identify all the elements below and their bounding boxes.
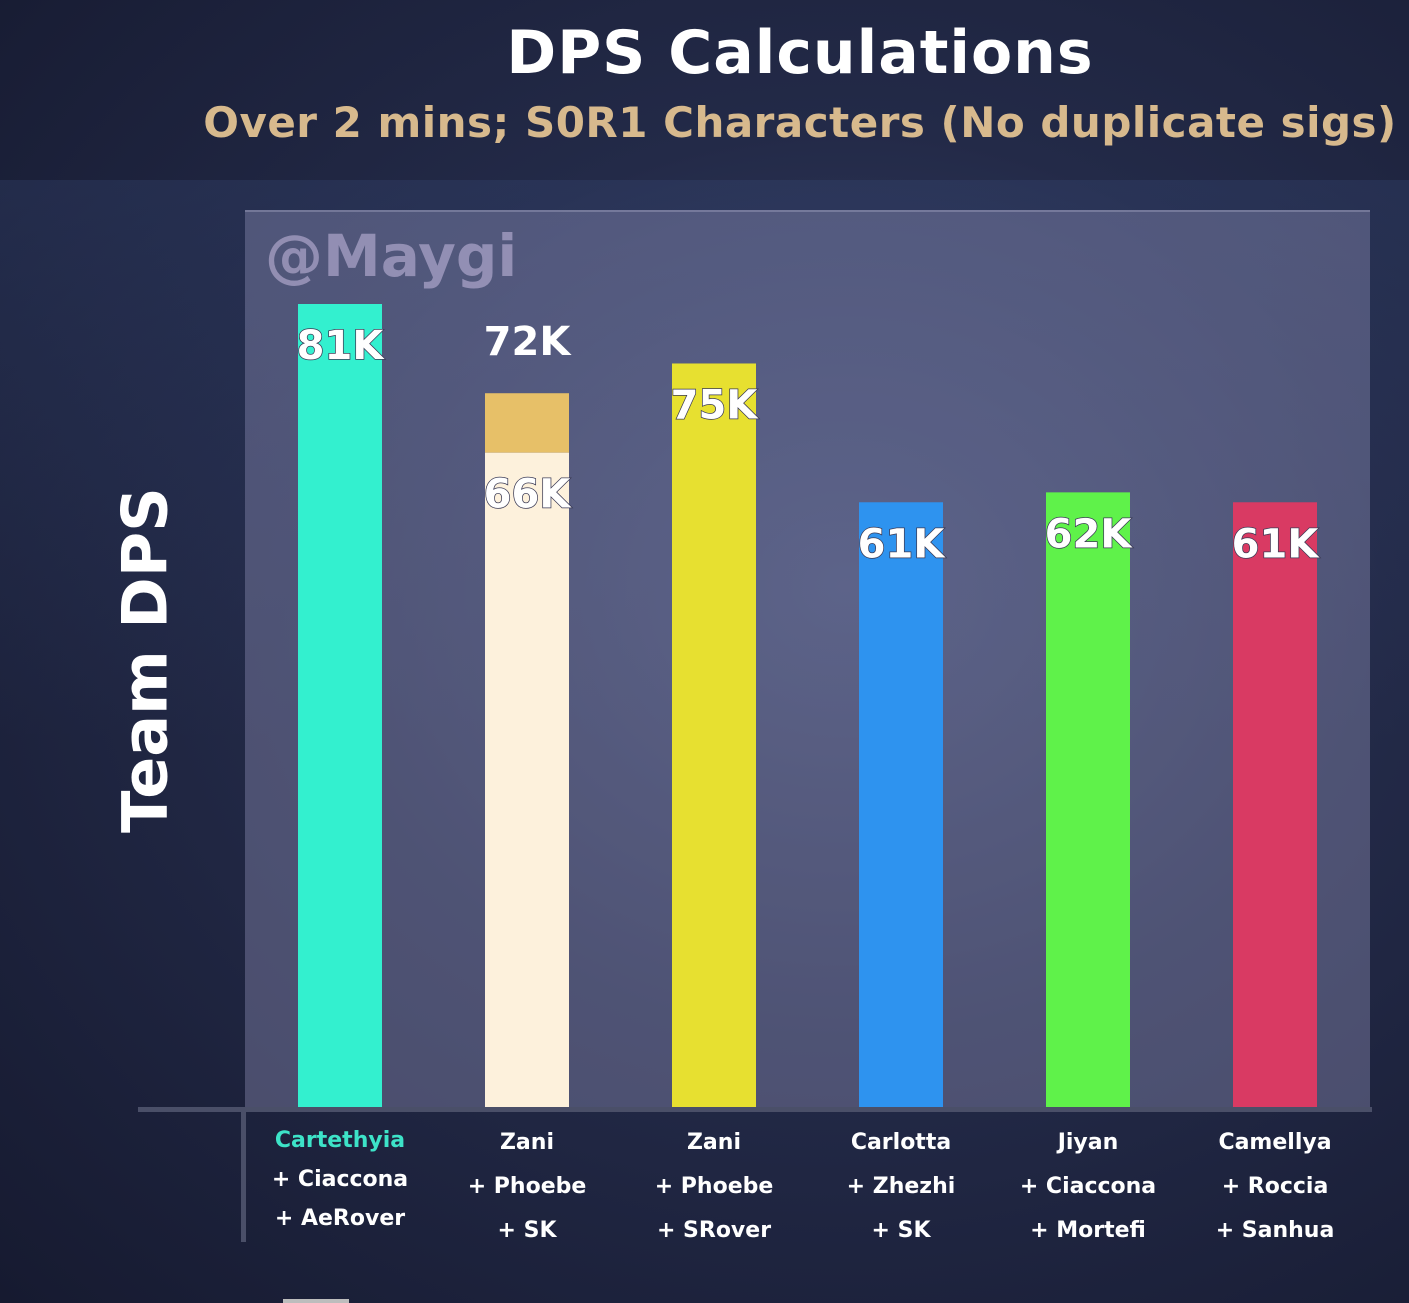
bar-value-label: 81K — [297, 323, 386, 369]
category-support-name: + AeRover — [274, 1206, 406, 1231]
category-support-name: + Phoebe — [654, 1174, 774, 1199]
bar — [1046, 492, 1130, 1107]
category-support-name: + Ciaccona — [271, 1167, 409, 1192]
category-main-name: Camellya — [1218, 1130, 1332, 1155]
bar-stack-segment — [485, 393, 569, 453]
x-tick-label: Camellya + Roccia + Sanhua — [1185, 1121, 1365, 1253]
category-main-name: Jiyan — [1057, 1130, 1119, 1155]
bar — [485, 452, 569, 1107]
x-tick-label: Zani + Phoebe + SK — [437, 1121, 617, 1253]
category-support-name: + Sanhua — [1215, 1218, 1335, 1243]
category-main-name: Zani — [686, 1130, 741, 1155]
bar-value-label: 61K — [1232, 521, 1321, 567]
bar — [859, 502, 943, 1107]
category-main-name: Cartethyia — [274, 1128, 406, 1153]
chart-title: DPS Calculations — [506, 18, 1094, 88]
category-support-name: + Mortefi — [1030, 1218, 1146, 1243]
chart-subtitle: Over 2 mins; S0R1 Characters (No duplica… — [203, 98, 1397, 147]
x-axis-line — [138, 1107, 1372, 1112]
bar — [672, 363, 756, 1108]
x-tick-label: Cartethyia + Ciaccona + AeRover — [250, 1121, 430, 1238]
category-support-name: + SRover — [656, 1218, 772, 1243]
bar-value-label: 61K — [858, 521, 947, 567]
x-tick-label: Jiyan + Ciaccona + Mortefi — [998, 1121, 1178, 1253]
divider — [283, 1299, 349, 1303]
x-tick-label: Carlotta + Zhezhi + SK — [811, 1121, 991, 1253]
bar — [1233, 502, 1317, 1107]
bar-value-label: 62K — [1045, 511, 1134, 557]
y-axis-line — [241, 1107, 246, 1242]
category-support-name: + Ciaccona — [1019, 1174, 1157, 1199]
bar — [298, 304, 382, 1107]
bar-value-label: 75K — [671, 382, 760, 428]
category-support-name: + Zhezhi — [846, 1174, 956, 1199]
bar-value-label: 66K — [484, 472, 573, 518]
category-support-name: + SK — [497, 1218, 557, 1243]
category-support-name: + Phoebe — [467, 1174, 587, 1199]
category-main-name: Carlotta — [850, 1130, 952, 1155]
category-support-name: + SK — [871, 1218, 931, 1243]
x-tick-label: Zani + Phoebe + SRover — [624, 1121, 804, 1253]
bar-stack-value-label: 72K — [484, 319, 573, 365]
watermark: @Maygi — [265, 222, 518, 290]
category-main-name: Zani — [499, 1130, 554, 1155]
category-support-name: + Roccia — [1221, 1174, 1329, 1199]
plot-area — [245, 210, 1370, 1112]
